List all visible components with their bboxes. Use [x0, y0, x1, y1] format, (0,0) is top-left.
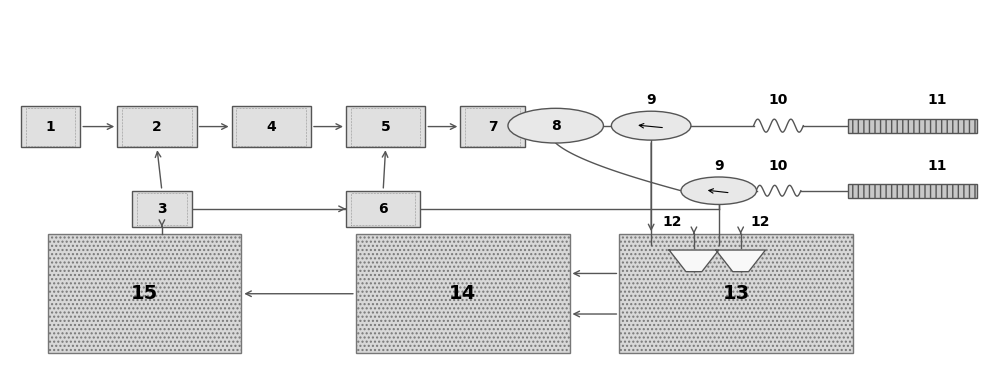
Bar	[351, 108, 420, 146]
Bar	[236, 108, 306, 146]
Text: 13: 13	[723, 284, 750, 303]
Bar	[117, 106, 197, 148]
Circle shape	[508, 108, 603, 143]
Bar	[132, 191, 192, 227]
Circle shape	[611, 111, 691, 140]
Bar	[48, 234, 241, 353]
Text: 6: 6	[378, 202, 388, 216]
Text: 4: 4	[266, 120, 276, 134]
Bar	[346, 191, 420, 227]
Bar	[848, 184, 977, 197]
Bar	[137, 193, 187, 225]
Text: 14: 14	[449, 284, 476, 303]
Text: 15: 15	[131, 284, 158, 303]
Polygon shape	[669, 250, 719, 272]
Text: 3: 3	[157, 202, 167, 216]
Text: 12: 12	[662, 215, 682, 229]
Bar	[356, 234, 570, 353]
Bar	[21, 106, 80, 148]
Text: 1: 1	[46, 120, 55, 134]
Bar	[465, 108, 520, 146]
Bar	[848, 119, 977, 132]
Polygon shape	[716, 250, 766, 272]
Bar	[351, 193, 415, 225]
Text: 11: 11	[928, 159, 947, 173]
Bar	[26, 108, 75, 146]
Bar	[232, 106, 311, 148]
Bar	[346, 106, 425, 148]
Text: 11: 11	[928, 93, 947, 107]
Bar	[619, 234, 853, 353]
Circle shape	[681, 177, 757, 204]
Text: 2: 2	[152, 120, 162, 134]
Bar	[122, 108, 192, 146]
Text: 8: 8	[551, 119, 561, 132]
Text: 9: 9	[646, 93, 656, 107]
Bar	[460, 106, 525, 148]
Text: 12: 12	[751, 215, 770, 229]
Text: 5: 5	[381, 120, 391, 134]
Text: 10: 10	[769, 93, 788, 107]
Text: 7: 7	[488, 120, 497, 134]
Text: 9: 9	[714, 159, 724, 173]
Text: 10: 10	[769, 159, 788, 173]
